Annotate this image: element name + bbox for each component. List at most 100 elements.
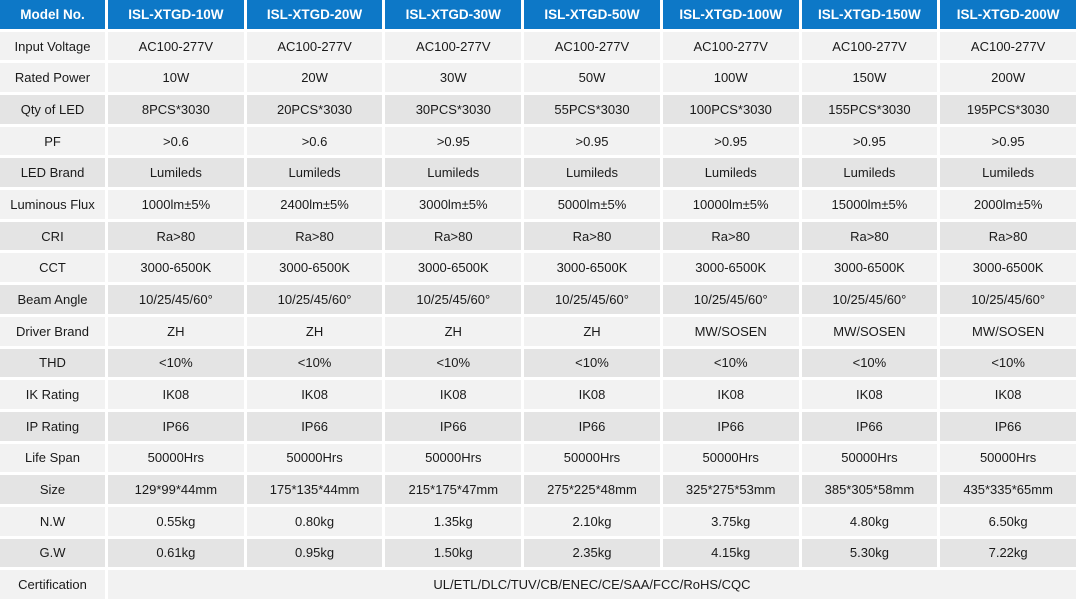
spec-value: ZH xyxy=(385,316,522,346)
header-model-3: ISL-XTGD-30W xyxy=(385,0,522,29)
spec-value: 1.35kg xyxy=(385,506,522,536)
spec-value: 3000-6500K xyxy=(524,253,660,283)
row-label-rated-power: Rated Power xyxy=(0,63,105,93)
spec-value: 215*175*47mm xyxy=(385,475,522,504)
spec-value: Lumileds xyxy=(108,158,244,188)
spec-value: IK08 xyxy=(385,380,522,409)
spec-value: 175*135*44mm xyxy=(246,475,383,504)
spec-value: Lumileds xyxy=(801,158,938,188)
spec-value: 100PCS*3030 xyxy=(662,95,799,124)
spec-value: 1.50kg xyxy=(385,538,522,568)
spec-value: IK08 xyxy=(246,380,383,409)
spec-value: 3000-6500K xyxy=(246,253,383,283)
row-label-g-w: G.W xyxy=(0,538,105,568)
spec-value: Ra>80 xyxy=(524,221,660,251)
spec-value: 50000Hrs xyxy=(385,443,522,473)
spec-value: 3.75kg xyxy=(662,506,799,536)
spec-value: 6.50kg xyxy=(940,506,1076,536)
spec-value: 385*305*58mm xyxy=(801,475,938,504)
spec-value: 50000Hrs xyxy=(662,443,799,473)
spec-value: 50000Hrs xyxy=(940,443,1076,473)
header-model-6: ISL-XTGD-150W xyxy=(801,0,938,29)
spec-value: MW/SOSEN xyxy=(662,316,799,346)
row-label-cri: CRI xyxy=(0,221,105,251)
spec-value: IP66 xyxy=(246,411,383,441)
spec-value: IK08 xyxy=(940,380,1076,409)
spec-value: MW/SOSEN xyxy=(940,316,1076,346)
spec-value: Lumileds xyxy=(524,158,660,188)
spec-value: Ra>80 xyxy=(246,221,383,251)
spec-value: 30PCS*3030 xyxy=(385,95,522,124)
spec-value: <10% xyxy=(662,348,799,378)
spec-value: <10% xyxy=(246,348,383,378)
spec-value: 10/25/45/60° xyxy=(385,285,522,314)
spec-value: 195PCS*3030 xyxy=(940,95,1076,124)
spec-value: 10000lm±5% xyxy=(662,190,799,219)
spec-value: AC100-277V xyxy=(662,31,799,61)
row-label-n-w: N.W xyxy=(0,506,105,536)
spec-value: 0.55kg xyxy=(108,506,244,536)
row-label-thd: THD xyxy=(0,348,105,378)
spec-value: Ra>80 xyxy=(662,221,799,251)
spec-value: 10/25/45/60° xyxy=(940,285,1076,314)
spec-value: 3000-6500K xyxy=(801,253,938,283)
spec-value: 7.22kg xyxy=(940,538,1076,568)
row-label-certification: Certification xyxy=(0,570,105,599)
row-label-size: Size xyxy=(0,475,105,504)
spec-value: 20PCS*3030 xyxy=(246,95,383,124)
spec-value: IP66 xyxy=(108,411,244,441)
spec-value: 200W xyxy=(940,63,1076,93)
row-label-ip-rating: IP Rating xyxy=(0,411,105,441)
spec-value: 10/25/45/60° xyxy=(246,285,383,314)
spec-value: IP66 xyxy=(385,411,522,441)
spec-value: AC100-277V xyxy=(801,31,938,61)
spec-value: 4.15kg xyxy=(662,538,799,568)
spec-value: 50000Hrs xyxy=(801,443,938,473)
spec-value: MW/SOSEN xyxy=(801,316,938,346)
spec-value: 3000lm±5% xyxy=(385,190,522,219)
spec-value: 50000Hrs xyxy=(524,443,660,473)
row-label-driver-brand: Driver Brand xyxy=(0,316,105,346)
row-label-ik-rating: IK Rating xyxy=(0,380,105,409)
header-model-no-label: Model No. xyxy=(0,0,105,29)
spec-value: IK08 xyxy=(662,380,799,409)
spec-value: Ra>80 xyxy=(940,221,1076,251)
spec-value: <10% xyxy=(524,348,660,378)
spec-value: AC100-277V xyxy=(940,31,1076,61)
row-label-luminous-flux: Luminous Flux xyxy=(0,190,105,219)
spec-value: >0.95 xyxy=(940,126,1076,156)
spec-value: >0.95 xyxy=(524,126,660,156)
spec-value: 3000-6500K xyxy=(108,253,244,283)
spec-value: Lumileds xyxy=(940,158,1076,188)
row-label-pf: PF xyxy=(0,126,105,156)
spec-value: Lumileds xyxy=(662,158,799,188)
spec-value: IK08 xyxy=(524,380,660,409)
row-label-led-brand: LED Brand xyxy=(0,158,105,188)
spec-value: 3000-6500K xyxy=(940,253,1076,283)
spec-value: 2.10kg xyxy=(524,506,660,536)
spec-value: 8PCS*3030 xyxy=(108,95,244,124)
spec-value: 2.35kg xyxy=(524,538,660,568)
header-model-2: ISL-XTGD-20W xyxy=(246,0,383,29)
spec-value: <10% xyxy=(940,348,1076,378)
spec-value: Ra>80 xyxy=(108,221,244,251)
spec-value: ZH xyxy=(108,316,244,346)
spec-value: 0.80kg xyxy=(246,506,383,536)
spec-value: 10/25/45/60° xyxy=(662,285,799,314)
spec-value: 50000Hrs xyxy=(108,443,244,473)
spec-value: >0.95 xyxy=(801,126,938,156)
spec-value: 10/25/45/60° xyxy=(524,285,660,314)
spec-value: 100W xyxy=(662,63,799,93)
spec-value: IP66 xyxy=(524,411,660,441)
spec-value: 3000-6500K xyxy=(385,253,522,283)
spec-value: 2000lm±5% xyxy=(940,190,1076,219)
spec-value: >0.6 xyxy=(246,126,383,156)
spec-value: <10% xyxy=(801,348,938,378)
spec-value: 10/25/45/60° xyxy=(108,285,244,314)
spec-value: 50W xyxy=(524,63,660,93)
spec-value: >0.95 xyxy=(662,126,799,156)
row-label-cct: CCT xyxy=(0,253,105,283)
spec-value: <10% xyxy=(385,348,522,378)
spec-value: IP66 xyxy=(940,411,1076,441)
spec-value: 435*335*65mm xyxy=(940,475,1076,504)
